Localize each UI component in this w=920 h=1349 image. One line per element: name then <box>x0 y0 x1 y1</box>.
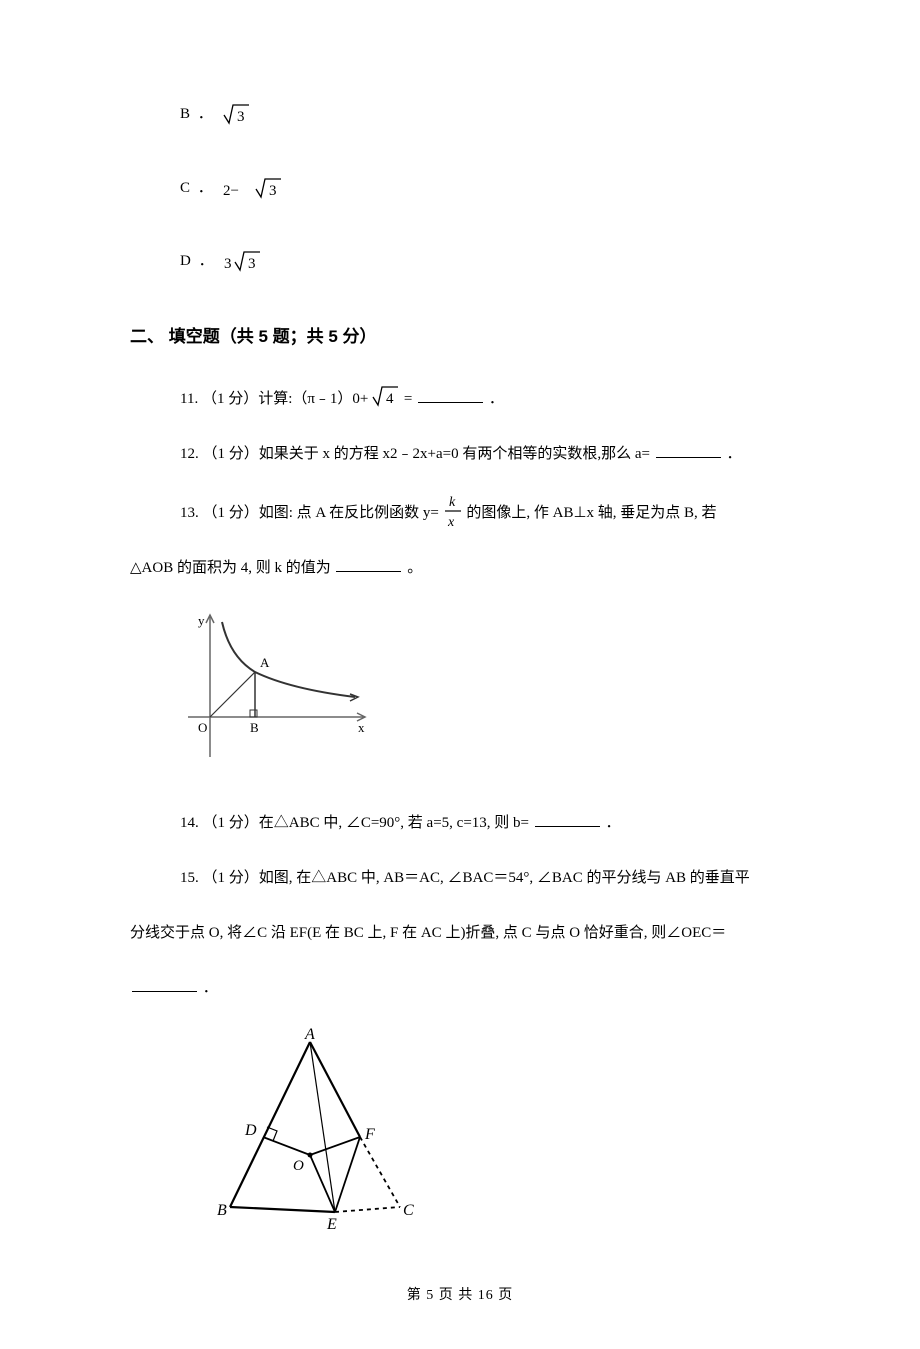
q13-figure: y x O A B <box>180 607 790 783</box>
svg-text:3: 3 <box>224 256 232 272</box>
option-b-math: 3 <box>223 103 251 125</box>
q12-blank <box>656 442 721 458</box>
q15-diagram: A B C D E F O <box>215 1027 415 1232</box>
svg-text:O: O <box>198 720 207 735</box>
svg-text:B: B <box>217 1202 227 1219</box>
q11-tail: ． <box>489 391 504 407</box>
svg-text:k: k <box>449 495 456 510</box>
q11-after: = <box>404 391 412 407</box>
svg-text:E: E <box>326 1216 337 1232</box>
option-c-label: C ． <box>180 174 215 203</box>
svg-text:3: 3 <box>237 109 245 125</box>
q15-line1-text: 15. （1 分）如图, 在△ABC 中, AB＝AC, ∠BAC＝54°, ∠… <box>180 870 750 886</box>
svg-text:3: 3 <box>269 183 277 199</box>
q11-prefix: 11. （1 分）计算:（π﹣1）0+ <box>180 391 372 407</box>
option-b: B ． 3 <box>180 100 790 129</box>
q13-graph: y x O A B <box>180 607 375 772</box>
svg-text:D: D <box>244 1122 257 1139</box>
option-c-math: 2− 3 <box>223 177 285 199</box>
q15-blank <box>132 976 197 992</box>
question-13-line1: 13. （1 分）如图: 点 A 在反比例函数 y= k x 的图像上, 作 A… <box>180 493 790 530</box>
question-11: 11. （1 分）计算:（π﹣1）0+ 4 = ． <box>180 383 790 416</box>
q13-before-frac: 13. （1 分）如图: 点 A 在反比例函数 y= <box>180 505 443 521</box>
svg-text:B: B <box>250 720 259 735</box>
svg-text:A: A <box>304 1027 315 1043</box>
question-12: 12. （1 分）如果关于 x 的方程 x2﹣2x+a=0 有两个相等的实数根,… <box>180 438 790 471</box>
q15-tail: ． <box>203 980 218 996</box>
q13-tail: 。 <box>407 560 422 576</box>
option-d-math: 3 3 <box>224 250 264 272</box>
svg-text:F: F <box>364 1126 375 1143</box>
section-heading-fill-blank: 二、 填空题（共 5 题；共 5 分） <box>130 321 790 353</box>
option-c: C ． 2− 3 <box>180 174 790 203</box>
svg-text:A: A <box>260 655 270 670</box>
q11-blank <box>418 387 483 403</box>
svg-text:4: 4 <box>386 391 394 407</box>
question-13-line2: △AOB 的面积为 4, 则 k 的值为 。 <box>130 552 790 585</box>
svg-text:3: 3 <box>248 256 256 272</box>
question-15-line2: 分线交于点 O, 将∠C 沿 EF(E 在 BC 上, F 在 AC 上)折叠,… <box>130 917 790 950</box>
q13-after-frac: 的图像上, 作 AB⊥x 轴, 垂足为点 B, 若 <box>466 505 716 521</box>
question-15-line3: ． <box>130 972 790 1005</box>
q14-text: 14. （1 分）在△ABC 中, ∠C=90°, 若 a=5, c=13, 则… <box>180 815 529 831</box>
option-d-label: D ． <box>180 247 216 276</box>
svg-text:x: x <box>447 515 455 529</box>
question-14: 14. （1 分）在△ABC 中, ∠C=90°, 若 a=5, c=13, 则… <box>180 807 790 840</box>
svg-text:2−: 2− <box>223 183 239 199</box>
q12-text: 12. （1 分）如果关于 x 的方程 x2﹣2x+a=0 有两个相等的实数根,… <box>180 446 650 462</box>
svg-text:O: O <box>293 1158 304 1174</box>
q13-frac: k x <box>443 493 463 529</box>
page-footer: 第 5 页 共 16 页 <box>130 1283 790 1310</box>
q14-blank <box>535 811 600 827</box>
option-d: D ． 3 3 <box>180 247 790 276</box>
q15-figure: A B C D E F O <box>215 1027 790 1243</box>
q14-tail: ． <box>606 815 621 831</box>
q12-tail: ． <box>726 446 741 462</box>
q13-line2-text: △AOB 的面积为 4, 则 k 的值为 <box>130 560 331 576</box>
svg-text:C: C <box>403 1202 414 1219</box>
q13-blank <box>336 556 401 572</box>
q11-sqrt: 4 <box>372 385 400 407</box>
svg-text:y: y <box>198 613 205 628</box>
page-content: B ． 3 C ． 2− 3 D ． 3 3 二、 填空题（共 5 题；共 5 … <box>0 0 920 1349</box>
question-15-line1: 15. （1 分）如图, 在△ABC 中, AB＝AC, ∠BAC＝54°, ∠… <box>180 862 790 895</box>
svg-text:x: x <box>358 720 365 735</box>
option-b-label: B ． <box>180 100 215 129</box>
q15-line2-text: 分线交于点 O, 将∠C 沿 EF(E 在 BC 上, F 在 AC 上)折叠,… <box>130 925 726 941</box>
